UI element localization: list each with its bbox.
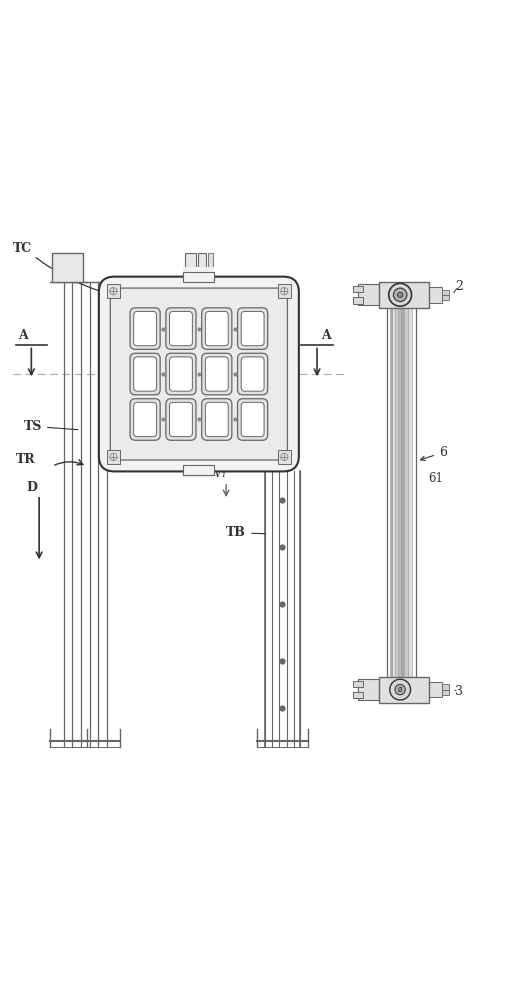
FancyBboxPatch shape (52, 253, 83, 282)
Text: TS: TS (24, 420, 78, 433)
FancyBboxPatch shape (401, 305, 410, 700)
FancyBboxPatch shape (205, 357, 228, 391)
Text: TR: TR (16, 453, 35, 466)
FancyBboxPatch shape (134, 357, 156, 391)
FancyBboxPatch shape (241, 311, 264, 346)
FancyBboxPatch shape (404, 305, 410, 700)
FancyBboxPatch shape (183, 272, 214, 282)
FancyBboxPatch shape (353, 692, 363, 698)
Text: A: A (321, 329, 331, 342)
FancyBboxPatch shape (183, 267, 214, 279)
FancyBboxPatch shape (198, 253, 206, 282)
Text: 6: 6 (421, 446, 447, 460)
Text: A: A (18, 329, 27, 342)
FancyBboxPatch shape (166, 353, 196, 395)
FancyBboxPatch shape (107, 450, 120, 464)
Text: TC: TC (13, 242, 33, 255)
FancyBboxPatch shape (278, 450, 291, 464)
FancyBboxPatch shape (130, 308, 160, 349)
FancyBboxPatch shape (134, 402, 156, 437)
FancyBboxPatch shape (166, 308, 196, 349)
FancyBboxPatch shape (208, 253, 213, 282)
FancyBboxPatch shape (442, 684, 449, 690)
Circle shape (393, 288, 407, 302)
FancyBboxPatch shape (170, 357, 192, 391)
FancyBboxPatch shape (241, 357, 264, 391)
FancyBboxPatch shape (170, 402, 192, 437)
Circle shape (397, 292, 403, 297)
FancyBboxPatch shape (130, 399, 160, 440)
FancyBboxPatch shape (170, 311, 192, 346)
Text: V₁: V₁ (213, 467, 226, 480)
FancyBboxPatch shape (442, 690, 449, 695)
FancyBboxPatch shape (205, 311, 228, 346)
FancyBboxPatch shape (185, 253, 196, 282)
FancyBboxPatch shape (395, 305, 403, 700)
FancyBboxPatch shape (166, 399, 196, 440)
Text: 3: 3 (455, 685, 463, 698)
FancyBboxPatch shape (202, 308, 232, 349)
Text: 2: 2 (454, 280, 463, 293)
Circle shape (388, 283, 412, 306)
FancyBboxPatch shape (442, 295, 449, 300)
FancyBboxPatch shape (429, 287, 442, 303)
FancyBboxPatch shape (358, 284, 380, 305)
Circle shape (390, 679, 411, 700)
FancyBboxPatch shape (392, 305, 400, 700)
FancyBboxPatch shape (353, 681, 363, 687)
FancyBboxPatch shape (205, 402, 228, 437)
FancyBboxPatch shape (99, 277, 299, 471)
FancyBboxPatch shape (429, 682, 442, 697)
FancyBboxPatch shape (130, 353, 160, 395)
FancyBboxPatch shape (398, 305, 406, 700)
FancyBboxPatch shape (110, 288, 287, 460)
Text: ø: ø (398, 685, 403, 694)
FancyBboxPatch shape (202, 353, 232, 395)
Text: 61: 61 (429, 472, 444, 485)
FancyBboxPatch shape (241, 402, 264, 437)
FancyBboxPatch shape (107, 284, 120, 298)
FancyBboxPatch shape (278, 284, 291, 298)
FancyBboxPatch shape (238, 399, 268, 440)
Circle shape (395, 684, 405, 695)
FancyBboxPatch shape (390, 305, 399, 700)
FancyBboxPatch shape (134, 311, 156, 346)
FancyBboxPatch shape (408, 305, 412, 700)
FancyBboxPatch shape (183, 469, 214, 478)
Text: TB: TB (226, 526, 265, 539)
FancyBboxPatch shape (358, 679, 380, 700)
FancyBboxPatch shape (202, 399, 232, 440)
FancyBboxPatch shape (353, 286, 363, 292)
FancyBboxPatch shape (238, 308, 268, 349)
FancyBboxPatch shape (380, 677, 429, 703)
FancyBboxPatch shape (183, 465, 214, 475)
FancyBboxPatch shape (353, 297, 363, 304)
FancyBboxPatch shape (442, 290, 449, 295)
FancyBboxPatch shape (238, 353, 268, 395)
FancyBboxPatch shape (380, 282, 429, 308)
Text: D: D (26, 481, 37, 494)
